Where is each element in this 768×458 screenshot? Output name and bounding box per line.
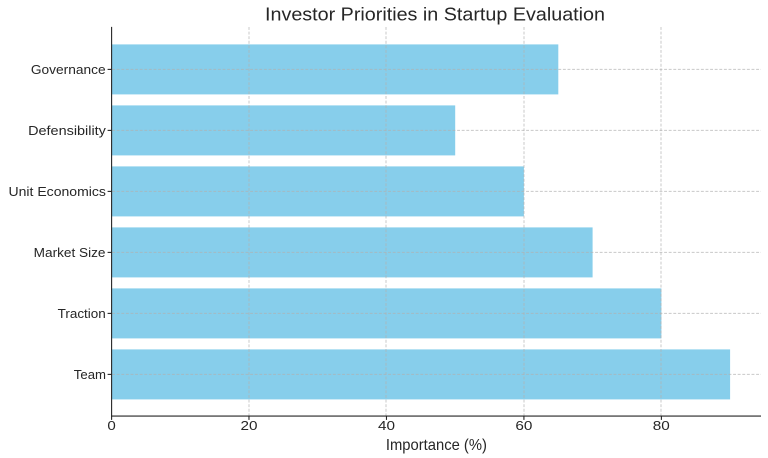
svg-text:Governance: Governance xyxy=(31,62,106,77)
svg-text:20: 20 xyxy=(241,418,258,433)
svg-text:60: 60 xyxy=(515,418,532,433)
svg-text:Importance (%): Importance (%) xyxy=(386,437,487,454)
svg-text:Unit Economics: Unit Economics xyxy=(9,184,107,199)
svg-text:Traction: Traction xyxy=(58,306,106,321)
svg-text:Defensibility: Defensibility xyxy=(28,123,106,138)
svg-text:40: 40 xyxy=(378,418,395,433)
svg-text:0: 0 xyxy=(107,418,115,433)
svg-text:80: 80 xyxy=(653,418,670,433)
svg-text:Team: Team xyxy=(74,367,106,382)
svg-text:Investor Priorities in Startup: Investor Priorities in Startup Evaluatio… xyxy=(265,4,605,24)
svg-text:Market Size: Market Size xyxy=(34,245,106,260)
